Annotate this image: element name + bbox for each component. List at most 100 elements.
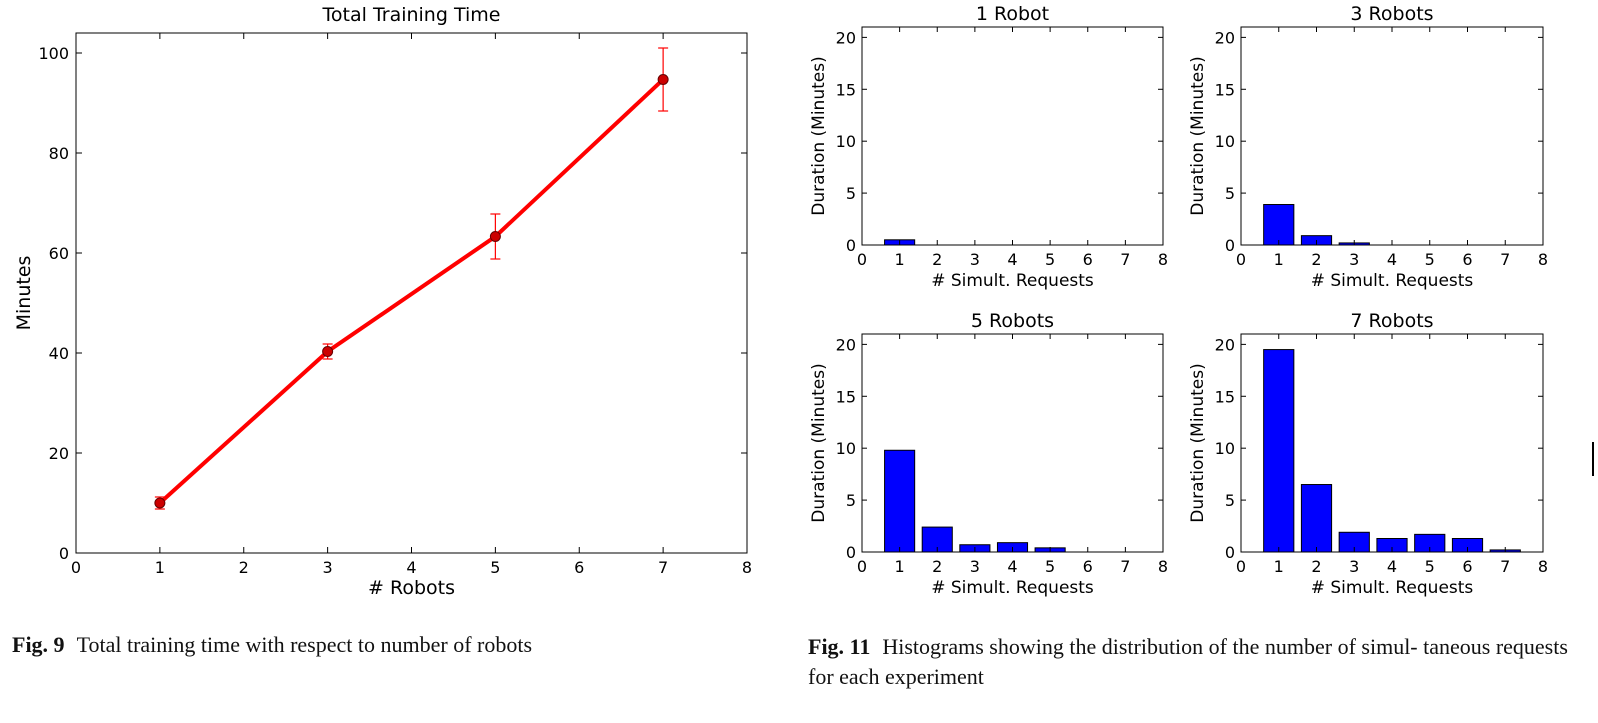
x-tick-label: 6 <box>574 558 584 577</box>
x-tick-label: 5 <box>1045 250 1055 269</box>
panel-frame <box>861 26 1164 246</box>
x-tick-label: 3 <box>970 557 980 576</box>
y-tick-label: 20 <box>836 335 856 354</box>
series-line <box>158 78 665 505</box>
panel-title: 3 Robots <box>1350 3 1433 25</box>
page-edge-mark <box>1592 442 1594 476</box>
x-tick-label: 2 <box>1311 250 1321 269</box>
x-tick-label: 5 <box>490 558 500 577</box>
y-tick-label: 0 <box>1225 543 1235 562</box>
x-tick-label: 5 <box>1045 557 1055 576</box>
x-tick-label: 2 <box>1311 557 1321 576</box>
y-tick-label: 15 <box>1215 387 1235 406</box>
x-axis-label: # Robots <box>368 577 455 599</box>
y-tick-label: 10 <box>836 439 856 458</box>
x-tick-label: 1 <box>895 557 905 576</box>
x-tick-label: 5 <box>1425 557 1435 576</box>
x-tick-label: 2 <box>239 558 249 577</box>
fig9-caption: Fig. 9 Total training time with respect t… <box>12 630 772 660</box>
data-point <box>322 346 334 357</box>
y-tick-label: 15 <box>1215 80 1235 99</box>
x-axis-label: # Simult. Requests <box>931 578 1094 598</box>
y-tick-label: 5 <box>1225 491 1235 510</box>
fig11-histograms: 1 Robot # Simult. Requests Duration (Minut… <box>809 3 1548 598</box>
y-tick-label: 5 <box>1225 184 1235 203</box>
y-tick-label: 0 <box>1225 236 1235 255</box>
y-axis-label: Duration (Minutes) <box>1188 56 1208 215</box>
x-tick-label: 8 <box>1158 250 1168 269</box>
y-tick-label: 20 <box>1215 28 1235 47</box>
fig9-caption-text: Total training time with respect to numb… <box>76 632 533 657</box>
histogram-panel: 5 Robots # Simult. Requests Duration (Minu… <box>809 310 1168 598</box>
data-point <box>154 497 166 509</box>
y-tick-label: 5 <box>846 184 856 203</box>
histogram-bar <box>1263 349 1295 553</box>
fig11-caption: Fig. 11 Histograms showing the distributi… <box>808 632 1568 692</box>
y-tick-label: 5 <box>846 491 856 510</box>
x-tick-label: 0 <box>1236 557 1246 576</box>
x-tick-label: 3 <box>970 250 980 269</box>
x-tick-label: 7 <box>658 558 668 577</box>
y-tick-label: 40 <box>49 344 69 363</box>
x-tick-label: 4 <box>1387 250 1397 269</box>
y-tick-label: 60 <box>49 244 69 263</box>
y-tick-label: 0 <box>846 236 856 255</box>
x-tick-label: 5 <box>1425 250 1435 269</box>
x-tick-label: 4 <box>406 558 416 577</box>
y-axis-label: Duration (Minutes) <box>1188 363 1208 522</box>
fig11-caption-label: Fig. 11 <box>808 634 871 659</box>
x-tick-label: 6 <box>1462 557 1472 576</box>
y-axis-label: Duration (Minutes) <box>809 56 829 215</box>
y-tick-label: 0 <box>846 543 856 562</box>
x-tick-label: 7 <box>1500 250 1510 269</box>
data-point <box>489 231 501 242</box>
x-tick-label: 1 <box>1274 250 1284 269</box>
x-axis-label: # Simult. Requests <box>931 271 1094 291</box>
y-tick-label: 15 <box>836 387 856 406</box>
panel-title: 7 Robots <box>1350 310 1433 332</box>
histogram-bar <box>1263 204 1295 246</box>
y-tick-label: 0 <box>59 544 69 563</box>
x-tick-label: 2 <box>932 557 942 576</box>
histogram-panel: 1 Robot # Simult. Requests Duration (Minut… <box>809 3 1168 291</box>
y-axis-label: Duration (Minutes) <box>809 363 829 522</box>
x-axis-label: # Simult. Requests <box>1311 578 1474 598</box>
y-axis-label: Minutes <box>13 256 35 331</box>
x-tick-label: 6 <box>1462 250 1472 269</box>
x-tick-label: 7 <box>1500 557 1510 576</box>
chart-title: Total Training Time <box>322 4 501 26</box>
y-tick-label: 20 <box>836 28 856 47</box>
x-tick-label: 6 <box>1083 557 1093 576</box>
x-tick-label: 1 <box>155 558 165 577</box>
y-tick-label: 10 <box>836 132 856 151</box>
x-tick-label: 8 <box>1538 557 1548 576</box>
x-tick-label: 4 <box>1007 250 1017 269</box>
x-tick-label: 1 <box>895 250 905 269</box>
histogram-panel: 7 Robots # Simult. Requests Duration (Minu… <box>1188 310 1548 598</box>
x-tick-label: 3 <box>1349 557 1359 576</box>
x-tick-label: 3 <box>323 558 333 577</box>
panel-title: 1 Robot <box>976 3 1049 25</box>
x-tick-label: 3 <box>1349 250 1359 269</box>
x-tick-label: 2 <box>932 250 942 269</box>
x-tick-label: 7 <box>1120 250 1130 269</box>
fig9-caption-label: Fig. 9 <box>12 632 65 657</box>
panel-title: 5 Robots <box>971 310 1054 332</box>
fig11-caption-text: Histograms showing the distribution of t… <box>808 634 1568 689</box>
x-tick-label: 4 <box>1007 557 1017 576</box>
data-point <box>657 74 669 85</box>
x-tick-label: 1 <box>1274 557 1284 576</box>
histogram-bar <box>1300 484 1333 553</box>
x-tick-label: 7 <box>1120 557 1130 576</box>
histogram-panel: 3 Robots # Simult. Requests Duration (Minu… <box>1188 3 1548 291</box>
y-tick-label: 15 <box>836 80 856 99</box>
y-tick-label: 100 <box>38 44 69 63</box>
x-axis-label: # Simult. Requests <box>1311 271 1474 291</box>
y-tick-label: 20 <box>49 444 69 463</box>
x-tick-label: 0 <box>1236 250 1246 269</box>
y-tick-label: 10 <box>1215 132 1235 151</box>
x-tick-label: 4 <box>1387 557 1397 576</box>
x-tick-label: 0 <box>857 557 867 576</box>
x-tick-label: 0 <box>857 250 867 269</box>
y-tick-label: 80 <box>49 144 69 163</box>
